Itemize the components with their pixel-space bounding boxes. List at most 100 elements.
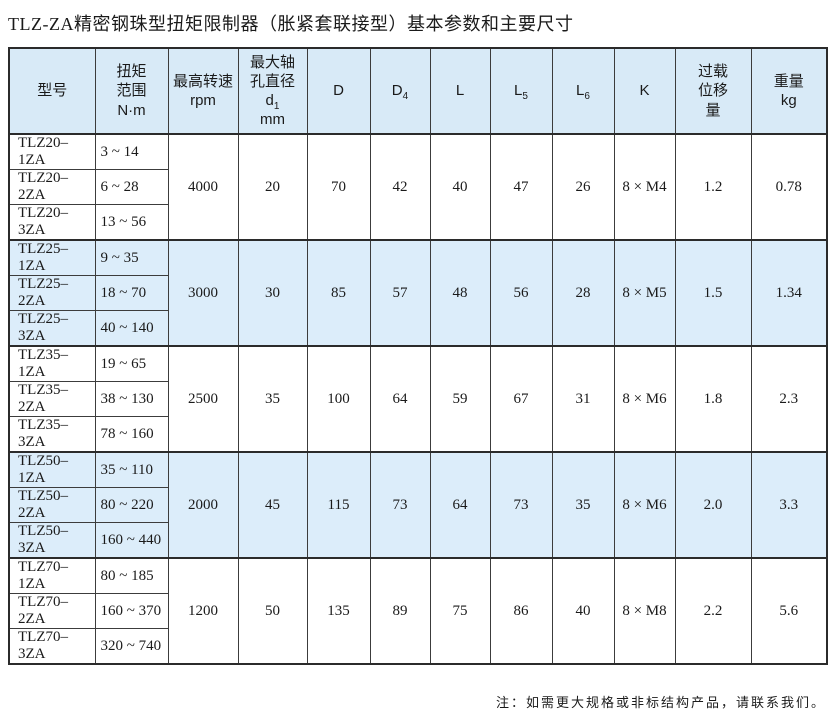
col-header-L5: L5 — [489, 47, 553, 135]
weight-cell: 3.3 — [750, 451, 828, 559]
col-header-bore-symbol: d1 — [265, 92, 280, 112]
footnote: 注：如需更大规格或非标结构产品，请联系我们。 — [495, 695, 826, 710]
torque-cell: 320 ~ 740 — [94, 628, 169, 665]
table-row: TLZ20–2ZA 6 ~ 28 — [8, 169, 827, 205]
model-cell: TLZ35–1ZA — [8, 345, 96, 382]
rpm-cell: 2000 — [167, 451, 239, 559]
K-cell: 8 × M6 — [613, 451, 676, 559]
col-header-L: L — [429, 47, 491, 135]
table-header: 型号 扭矩 范围 N·m 最高转速 rpm 最大轴 孔直径 d1 mm D D4… — [8, 47, 828, 135]
weight-cell: 0.78 — [750, 133, 828, 241]
model-cell: TLZ20–1ZA — [8, 133, 96, 170]
torque-cell: 19 ~ 65 — [94, 345, 169, 382]
table-row: TLZ25–2ZA 18 ~ 70 — [8, 275, 827, 311]
K-cell: 8 × M4 — [613, 133, 676, 241]
model-cell: TLZ50–1ZA — [8, 451, 96, 488]
bore-cell: 35 — [237, 345, 308, 453]
col-header-bore-label: 最大轴 孔直径 — [249, 53, 295, 90]
L6-cell: 26 — [551, 133, 615, 241]
torque-cell: 9 ~ 35 — [94, 239, 169, 276]
table-row: TLZ70–2ZA 160 ~ 370 — [8, 593, 827, 629]
model-cell: TLZ20–2ZA — [8, 169, 96, 205]
torque-cell: 40 ~ 140 — [94, 310, 169, 347]
group-tlz20: TLZ20–1ZA 3 ~ 14 4000 20 70 42 40 47 26 … — [8, 133, 828, 241]
col-header-K: K — [613, 47, 676, 135]
model-cell: TLZ50–2ZA — [8, 487, 96, 523]
col-header-bore: 最大轴 孔直径 d1 mm — [237, 47, 308, 135]
L-cell: 59 — [429, 345, 491, 453]
torque-cell: 13 ~ 56 — [94, 204, 169, 241]
table-row: TLZ35–2ZA 38 ~ 130 — [8, 381, 827, 417]
table-row: TLZ20–3ZA 13 ~ 56 — [8, 204, 827, 241]
model-cell: TLZ25–2ZA — [8, 275, 96, 311]
table-row: TLZ50–1ZA 35 ~ 110 2000 45 115 73 64 73 … — [8, 451, 828, 559]
table-row: TLZ20–1ZA 3 ~ 14 4000 20 70 42 40 47 26 … — [8, 133, 828, 241]
spec-table: 型号 扭矩 范围 N·m 最高转速 rpm 最大轴 孔直径 d1 mm D D4… — [8, 47, 828, 665]
bore-cell: 20 — [237, 133, 308, 241]
model-cell: TLZ25–1ZA — [8, 239, 96, 276]
overload-cell: 1.5 — [674, 239, 752, 347]
D-cell: 115 — [306, 451, 371, 559]
overload-cell: 1.8 — [674, 345, 752, 453]
col-header-torque: 扭矩 范围 N·m — [94, 47, 169, 135]
col-header-speed-label: 最高转速 rpm — [172, 72, 233, 109]
L6-cell: 31 — [551, 345, 615, 453]
table-row: TLZ25–1ZA 9 ~ 35 3000 30 85 57 48 56 28 … — [8, 239, 828, 347]
table-row: TLZ50–3ZA 160 ~ 440 — [8, 522, 827, 559]
model-cell: TLZ25–3ZA — [8, 310, 96, 347]
col-header-bore-unit: mm — [260, 111, 285, 129]
K-cell: 8 × M8 — [613, 557, 676, 665]
overload-cell: 2.0 — [674, 451, 752, 559]
L6-cell: 40 — [551, 557, 615, 665]
model-cell: TLZ35–2ZA — [8, 381, 96, 417]
col-header-speed: 最高转速 rpm — [167, 47, 239, 135]
group-tlz70: TLZ70–1ZA 80 ~ 185 1200 50 135 89 75 86 … — [8, 557, 828, 665]
table-row: TLZ50–2ZA 80 ~ 220 — [8, 487, 827, 523]
L6-cell: 28 — [551, 239, 615, 347]
col-header-overload: 过载 位移 量 — [674, 47, 752, 135]
bore-cell: 30 — [237, 239, 308, 347]
rpm-cell: 3000 — [167, 239, 239, 347]
model-cell: TLZ20–3ZA — [8, 204, 96, 241]
D4-cell: 57 — [369, 239, 431, 347]
torque-cell: 80 ~ 220 — [94, 487, 169, 523]
weight-cell: 5.6 — [750, 557, 828, 665]
D4-cell: 42 — [369, 133, 431, 241]
weight-cell: 1.34 — [750, 239, 828, 347]
L-cell: 48 — [429, 239, 491, 347]
col-header-weight: 重量 kg — [750, 47, 828, 135]
torque-cell: 80 ~ 185 — [94, 557, 169, 594]
model-cell: TLZ35–3ZA — [8, 416, 96, 453]
L5-cell: 73 — [489, 451, 553, 559]
L-cell: 40 — [429, 133, 491, 241]
L6-cell: 35 — [551, 451, 615, 559]
D-cell: 135 — [306, 557, 371, 665]
bore-cell: 50 — [237, 557, 308, 665]
bore-cell: 45 — [237, 451, 308, 559]
torque-cell: 35 ~ 110 — [94, 451, 169, 488]
col-header-D: D — [306, 47, 371, 135]
group-tlz50: TLZ50–1ZA 35 ~ 110 2000 45 115 73 64 73 … — [8, 451, 828, 559]
overload-cell: 2.2 — [674, 557, 752, 665]
table-row: TLZ35–1ZA 19 ~ 65 2500 35 100 64 59 67 3… — [8, 345, 828, 453]
group-tlz25: TLZ25–1ZA 9 ~ 35 3000 30 85 57 48 56 28 … — [8, 239, 828, 347]
overload-cell: 1.2 — [674, 133, 752, 241]
torque-cell: 6 ~ 28 — [94, 169, 169, 205]
L5-cell: 47 — [489, 133, 553, 241]
L5-cell: 56 — [489, 239, 553, 347]
header-row: 型号 扭矩 范围 N·m 最高转速 rpm 最大轴 孔直径 d1 mm D D4… — [8, 47, 828, 135]
L5-cell: 86 — [489, 557, 553, 665]
table-row: TLZ25–3ZA 40 ~ 140 — [8, 310, 827, 347]
model-cell: TLZ70–3ZA — [8, 628, 96, 665]
rpm-cell: 1200 — [167, 557, 239, 665]
col-header-model: 型号 — [8, 47, 96, 135]
K-cell: 8 × M5 — [613, 239, 676, 347]
D4-cell: 64 — [369, 345, 431, 453]
torque-cell: 3 ~ 14 — [94, 133, 169, 170]
L5-cell: 67 — [489, 345, 553, 453]
D-cell: 100 — [306, 345, 371, 453]
L-cell: 75 — [429, 557, 491, 665]
model-cell: TLZ70–1ZA — [8, 557, 96, 594]
torque-cell: 18 ~ 70 — [94, 275, 169, 311]
D4-cell: 73 — [369, 451, 431, 559]
